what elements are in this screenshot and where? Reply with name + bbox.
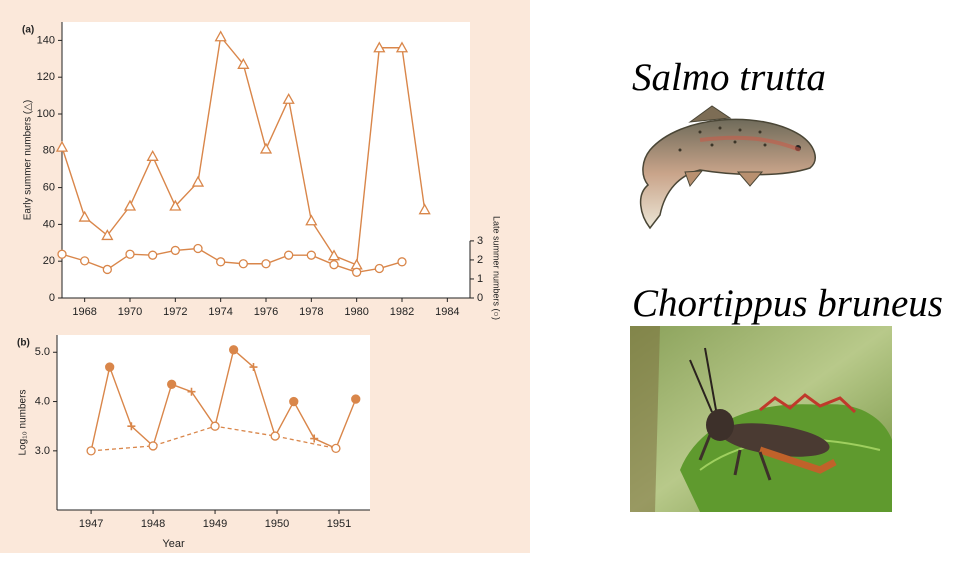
- circle-marker: [216, 257, 226, 267]
- plot-area: [62, 22, 470, 298]
- circle-marker: [352, 267, 362, 277]
- plus-marker: [310, 434, 319, 443]
- y-tick-label: 20: [43, 255, 55, 267]
- triangle-marker: [214, 30, 227, 42]
- filled-marker: [351, 394, 361, 404]
- x-tick-label: 1970: [118, 306, 142, 318]
- y-tick-label: 3.0: [35, 445, 50, 457]
- x-tick-label: 1982: [390, 306, 414, 318]
- x-tick-label: 1968: [72, 306, 96, 318]
- y-tick-label: 0: [49, 292, 55, 304]
- circle-marker: [170, 245, 180, 256]
- y-tick-label: 60: [43, 182, 55, 194]
- circle-marker: [331, 443, 341, 454]
- x-tick-label: 1950: [265, 518, 289, 530]
- circle-marker: [125, 249, 135, 259]
- y2-tick-label: 3: [477, 235, 483, 247]
- panel-label: (b): [17, 338, 30, 349]
- filled-marker: [167, 379, 177, 389]
- y-tick-label: 4.0: [35, 395, 50, 407]
- circle-marker: [261, 259, 271, 269]
- x-tick-label: 1948: [141, 518, 165, 530]
- triangle-marker: [55, 140, 69, 152]
- filled-marker: [105, 362, 115, 372]
- triangle-marker: [101, 229, 114, 241]
- filled-marker: [228, 345, 239, 355]
- circle-marker: [238, 259, 248, 269]
- circle-marker: [148, 441, 158, 451]
- y-tick-label: 120: [37, 71, 55, 83]
- image-caption: Chortippus bruneus: [632, 282, 943, 325]
- x-tick-label: 1980: [344, 306, 368, 318]
- grasshopper-photo: [630, 326, 892, 512]
- y2-axis-label: Late summer numbers (○): [492, 216, 502, 320]
- x-axis-label: Year: [162, 538, 185, 550]
- y2-tick-label: 1: [477, 273, 483, 285]
- x-tick-label: 1984: [435, 306, 459, 318]
- plus-marker: [127, 422, 136, 431]
- triangle-marker: [146, 149, 159, 161]
- x-tick-label: 1972: [163, 306, 187, 318]
- x-tick-label: 1949: [203, 518, 227, 530]
- triangle-marker: [123, 199, 137, 211]
- circle-marker: [86, 446, 96, 456]
- triangle-marker: [259, 142, 273, 154]
- series-line: [61, 247, 403, 274]
- filled-marker: [289, 396, 299, 407]
- circle-marker: [80, 256, 90, 266]
- triangle-marker: [373, 41, 386, 53]
- triangle-marker: [327, 249, 341, 261]
- image-caption: Salmo trutta: [632, 56, 826, 99]
- triangle-marker: [237, 57, 250, 69]
- y2-tick-label: 2: [477, 254, 483, 266]
- x-tick-label: 1976: [254, 306, 278, 318]
- y-axis-label: Log₁₀ numbers: [18, 390, 29, 456]
- circle-marker: [210, 421, 220, 431]
- circle-marker: [193, 243, 203, 254]
- circle-marker: [102, 264, 112, 275]
- circle-marker: [397, 257, 407, 267]
- fish-illustration: [639, 105, 816, 230]
- circle-marker: [57, 249, 67, 259]
- triangle-marker: [418, 203, 431, 215]
- y-tick-label: 140: [37, 34, 55, 46]
- circle-marker: [270, 431, 280, 441]
- y-tick-label: 40: [43, 218, 55, 230]
- y-tick-label: 5.0: [35, 346, 50, 358]
- circle-marker: [148, 250, 158, 260]
- y2-tick-label: 0: [477, 292, 483, 304]
- plus-marker: [187, 387, 196, 396]
- x-tick-label: 1974: [208, 306, 232, 318]
- y-axis-label: Early summer numbers (△): [23, 100, 34, 221]
- triangle-marker: [305, 214, 318, 226]
- panel-label: (a): [22, 25, 34, 36]
- circle-marker: [284, 250, 294, 260]
- triangle-marker: [169, 199, 182, 211]
- y-tick-label: 100: [37, 108, 55, 120]
- circle-marker: [374, 263, 384, 274]
- x-tick-label: 1978: [299, 306, 323, 318]
- circle-marker: [329, 260, 339, 270]
- triangle-marker: [191, 175, 205, 187]
- triangle-marker: [395, 41, 409, 53]
- circle-marker: [306, 250, 316, 260]
- plus-marker: [249, 363, 258, 372]
- triangle-marker: [78, 210, 91, 222]
- y-tick-label: 80: [43, 145, 55, 157]
- x-tick-label: 1947: [79, 518, 103, 530]
- series-line: [90, 348, 357, 451]
- triangle-marker: [282, 92, 295, 104]
- x-tick-label: 1951: [327, 518, 351, 530]
